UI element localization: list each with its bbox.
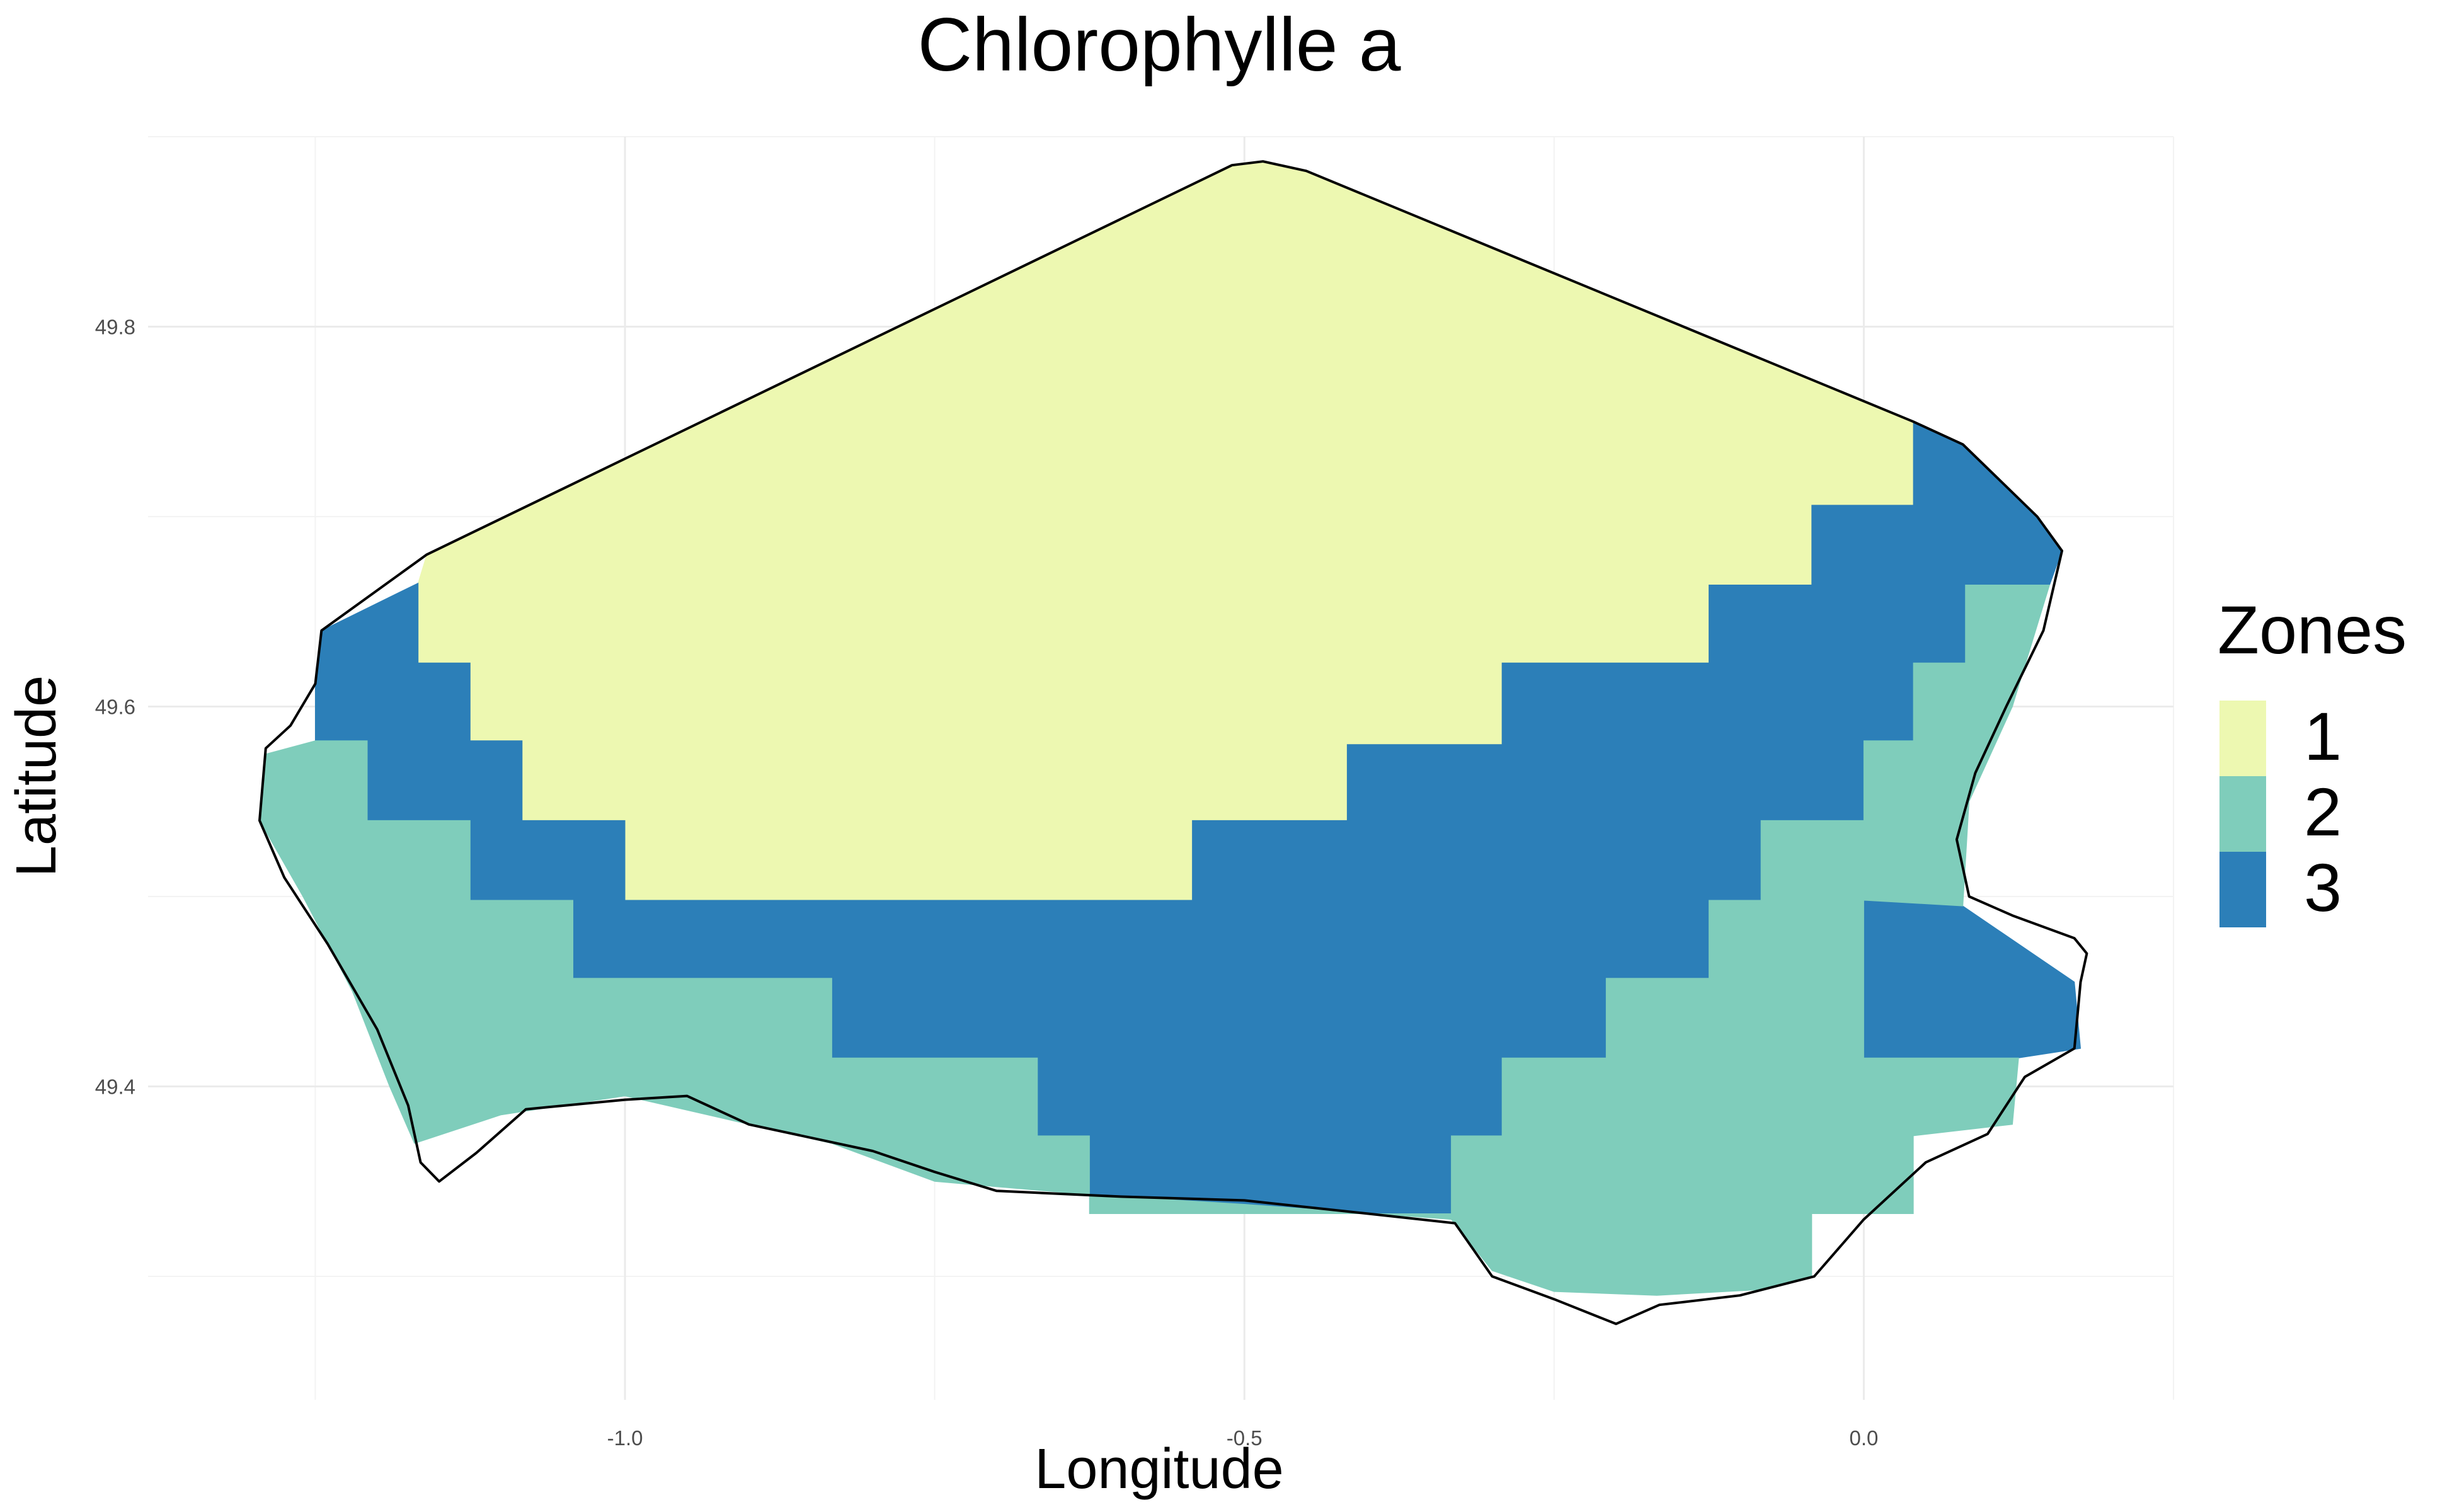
x-tick-label: 0.0 bbox=[1849, 1426, 1878, 1450]
y-tick-label: 49.4 bbox=[95, 1075, 135, 1099]
coastline-outline bbox=[258, 160, 2088, 1326]
y-axis-ticks: 49.4 49.6 49.8 bbox=[95, 316, 135, 1099]
legend-key-2 bbox=[2219, 776, 2266, 852]
legend-label-2: 2 bbox=[2304, 774, 2342, 850]
y-tick-label: 49.8 bbox=[95, 316, 135, 339]
coastline bbox=[258, 160, 2088, 1326]
y-tick-label: 49.6 bbox=[95, 696, 135, 719]
legend-items: 123 bbox=[2219, 698, 2342, 927]
zone-cells bbox=[259, 161, 2082, 1296]
chart-title: Chlorophylle a bbox=[917, 3, 1400, 87]
legend-label-1: 1 bbox=[2304, 698, 2342, 774]
y-axis-label: Latitude bbox=[5, 675, 68, 877]
x-tick-label: -0.5 bbox=[1227, 1426, 1263, 1450]
legend-label-3: 3 bbox=[2304, 849, 2342, 925]
zone-3-area bbox=[1863, 900, 2082, 1058]
legend-key-1 bbox=[2219, 701, 2266, 776]
legend-title: Zones bbox=[2218, 592, 2407, 668]
legend: Zones 123 bbox=[2218, 592, 2407, 927]
x-axis-label: Longitude bbox=[1034, 1438, 1283, 1501]
x-axis-ticks: -1.0 -0.5 0.0 bbox=[607, 1426, 1879, 1450]
x-tick-label: -1.0 bbox=[607, 1426, 643, 1450]
legend-key-3 bbox=[2219, 852, 2266, 927]
